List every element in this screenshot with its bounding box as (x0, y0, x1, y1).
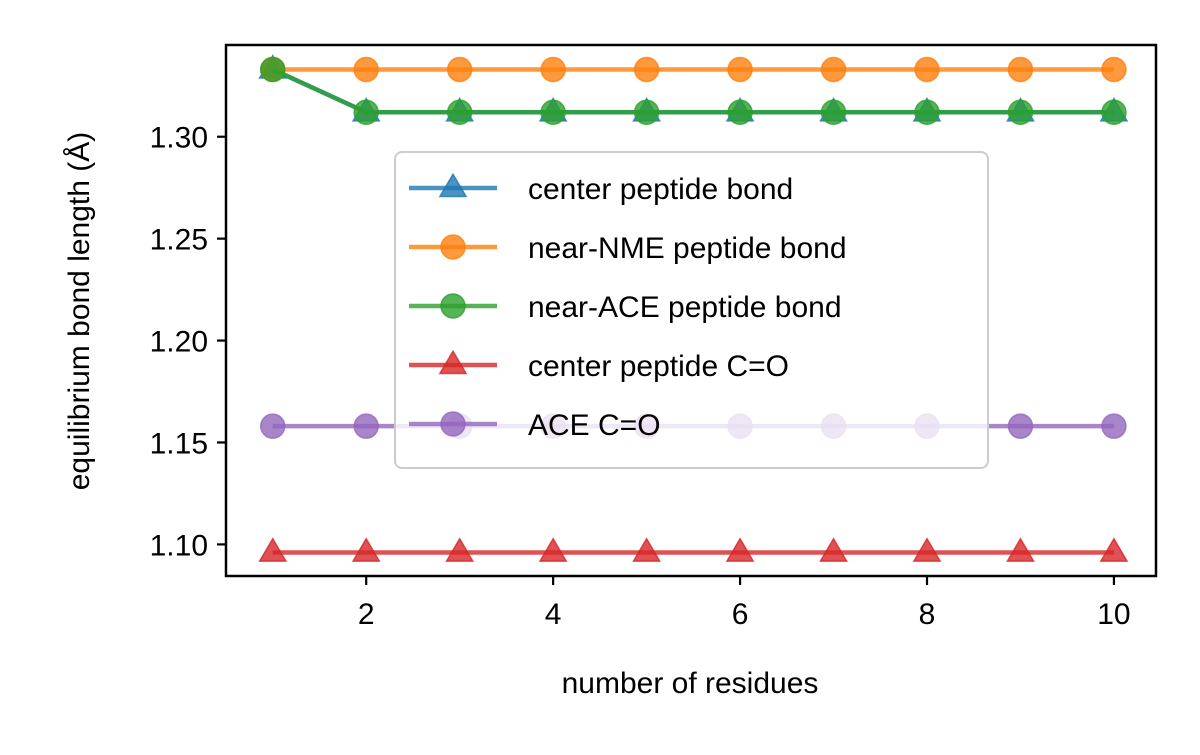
data-point (1007, 56, 1034, 83)
data-point (1099, 537, 1129, 562)
data-point (820, 99, 847, 126)
data-point (446, 99, 473, 126)
legend-marker (440, 234, 466, 260)
legend-label: center peptide C=O (528, 350, 789, 383)
data-point (1101, 413, 1127, 439)
x-tick-label: 6 (732, 598, 749, 631)
legend-entry: center peptide C=O (409, 349, 789, 383)
data-point (633, 99, 660, 126)
x-tick-label: 4 (545, 598, 562, 631)
data-point (1101, 99, 1127, 126)
legend-marker (440, 293, 466, 319)
legend-marker (438, 172, 468, 198)
legend-entry: near-NME peptide bond (409, 232, 847, 265)
series-2 (259, 56, 1127, 126)
data-point (445, 537, 475, 562)
data-point (259, 56, 286, 83)
legend-label: near-NME peptide bond (528, 232, 847, 265)
data-point (727, 56, 753, 83)
legend: center peptide bond near-NME peptide bond… (394, 151, 989, 469)
axes: 2 4 6 8 10 1.10 1.15 1.20 1.25 1.30 (150, 43, 1158, 631)
data-point (446, 56, 473, 83)
data-point (259, 413, 286, 439)
data-point (1006, 537, 1035, 562)
data-point (353, 56, 379, 83)
data-point (1007, 99, 1034, 126)
data-point (914, 56, 940, 83)
x-tick-label: 10 (1097, 598, 1130, 631)
y-tick-label: 1.20 (150, 326, 208, 359)
y-tick-label: 1.30 (150, 122, 208, 155)
series-1 (259, 56, 1127, 83)
data-point (633, 56, 660, 83)
data-point (1101, 56, 1127, 83)
y-axis-label: equilibrium bond length (Å) (63, 132, 96, 491)
data-point (353, 99, 379, 126)
y-tick-label: 1.15 (150, 427, 208, 460)
x-axis-label: number of residues (562, 667, 819, 700)
data-point (725, 537, 755, 562)
data-point (820, 56, 847, 83)
legend-entry: near-ACE peptide bond (409, 291, 842, 324)
data-point (914, 99, 940, 126)
x-tick-label: 8 (919, 598, 936, 631)
axes-frame (224, 43, 1158, 578)
data-point (912, 537, 942, 562)
data-point (538, 537, 568, 562)
legend-marker (440, 411, 466, 437)
x-tick-label: 2 (358, 598, 375, 631)
data-point (1007, 413, 1034, 439)
y-tick-label: 1.10 (150, 529, 208, 562)
data-point (540, 99, 566, 126)
series-line (271, 67, 1114, 115)
data-point (540, 56, 566, 83)
legend-label: center peptide bond (528, 173, 793, 206)
legend-entry: center peptide bond (409, 172, 793, 206)
data-point (353, 413, 379, 439)
y-tick-label: 1.25 (150, 224, 208, 257)
legend-label: near-ACE peptide bond (528, 291, 842, 324)
data-point (632, 537, 662, 562)
legend-marker (438, 349, 468, 375)
series-3 (258, 537, 1129, 562)
legend-label: ACE C=O (528, 409, 661, 442)
data-point (727, 99, 753, 126)
data-point (819, 537, 848, 562)
data-point (258, 537, 288, 562)
legend-entry: ACE C=O (409, 409, 661, 442)
data-point (351, 537, 381, 562)
legend-box (394, 151, 989, 469)
